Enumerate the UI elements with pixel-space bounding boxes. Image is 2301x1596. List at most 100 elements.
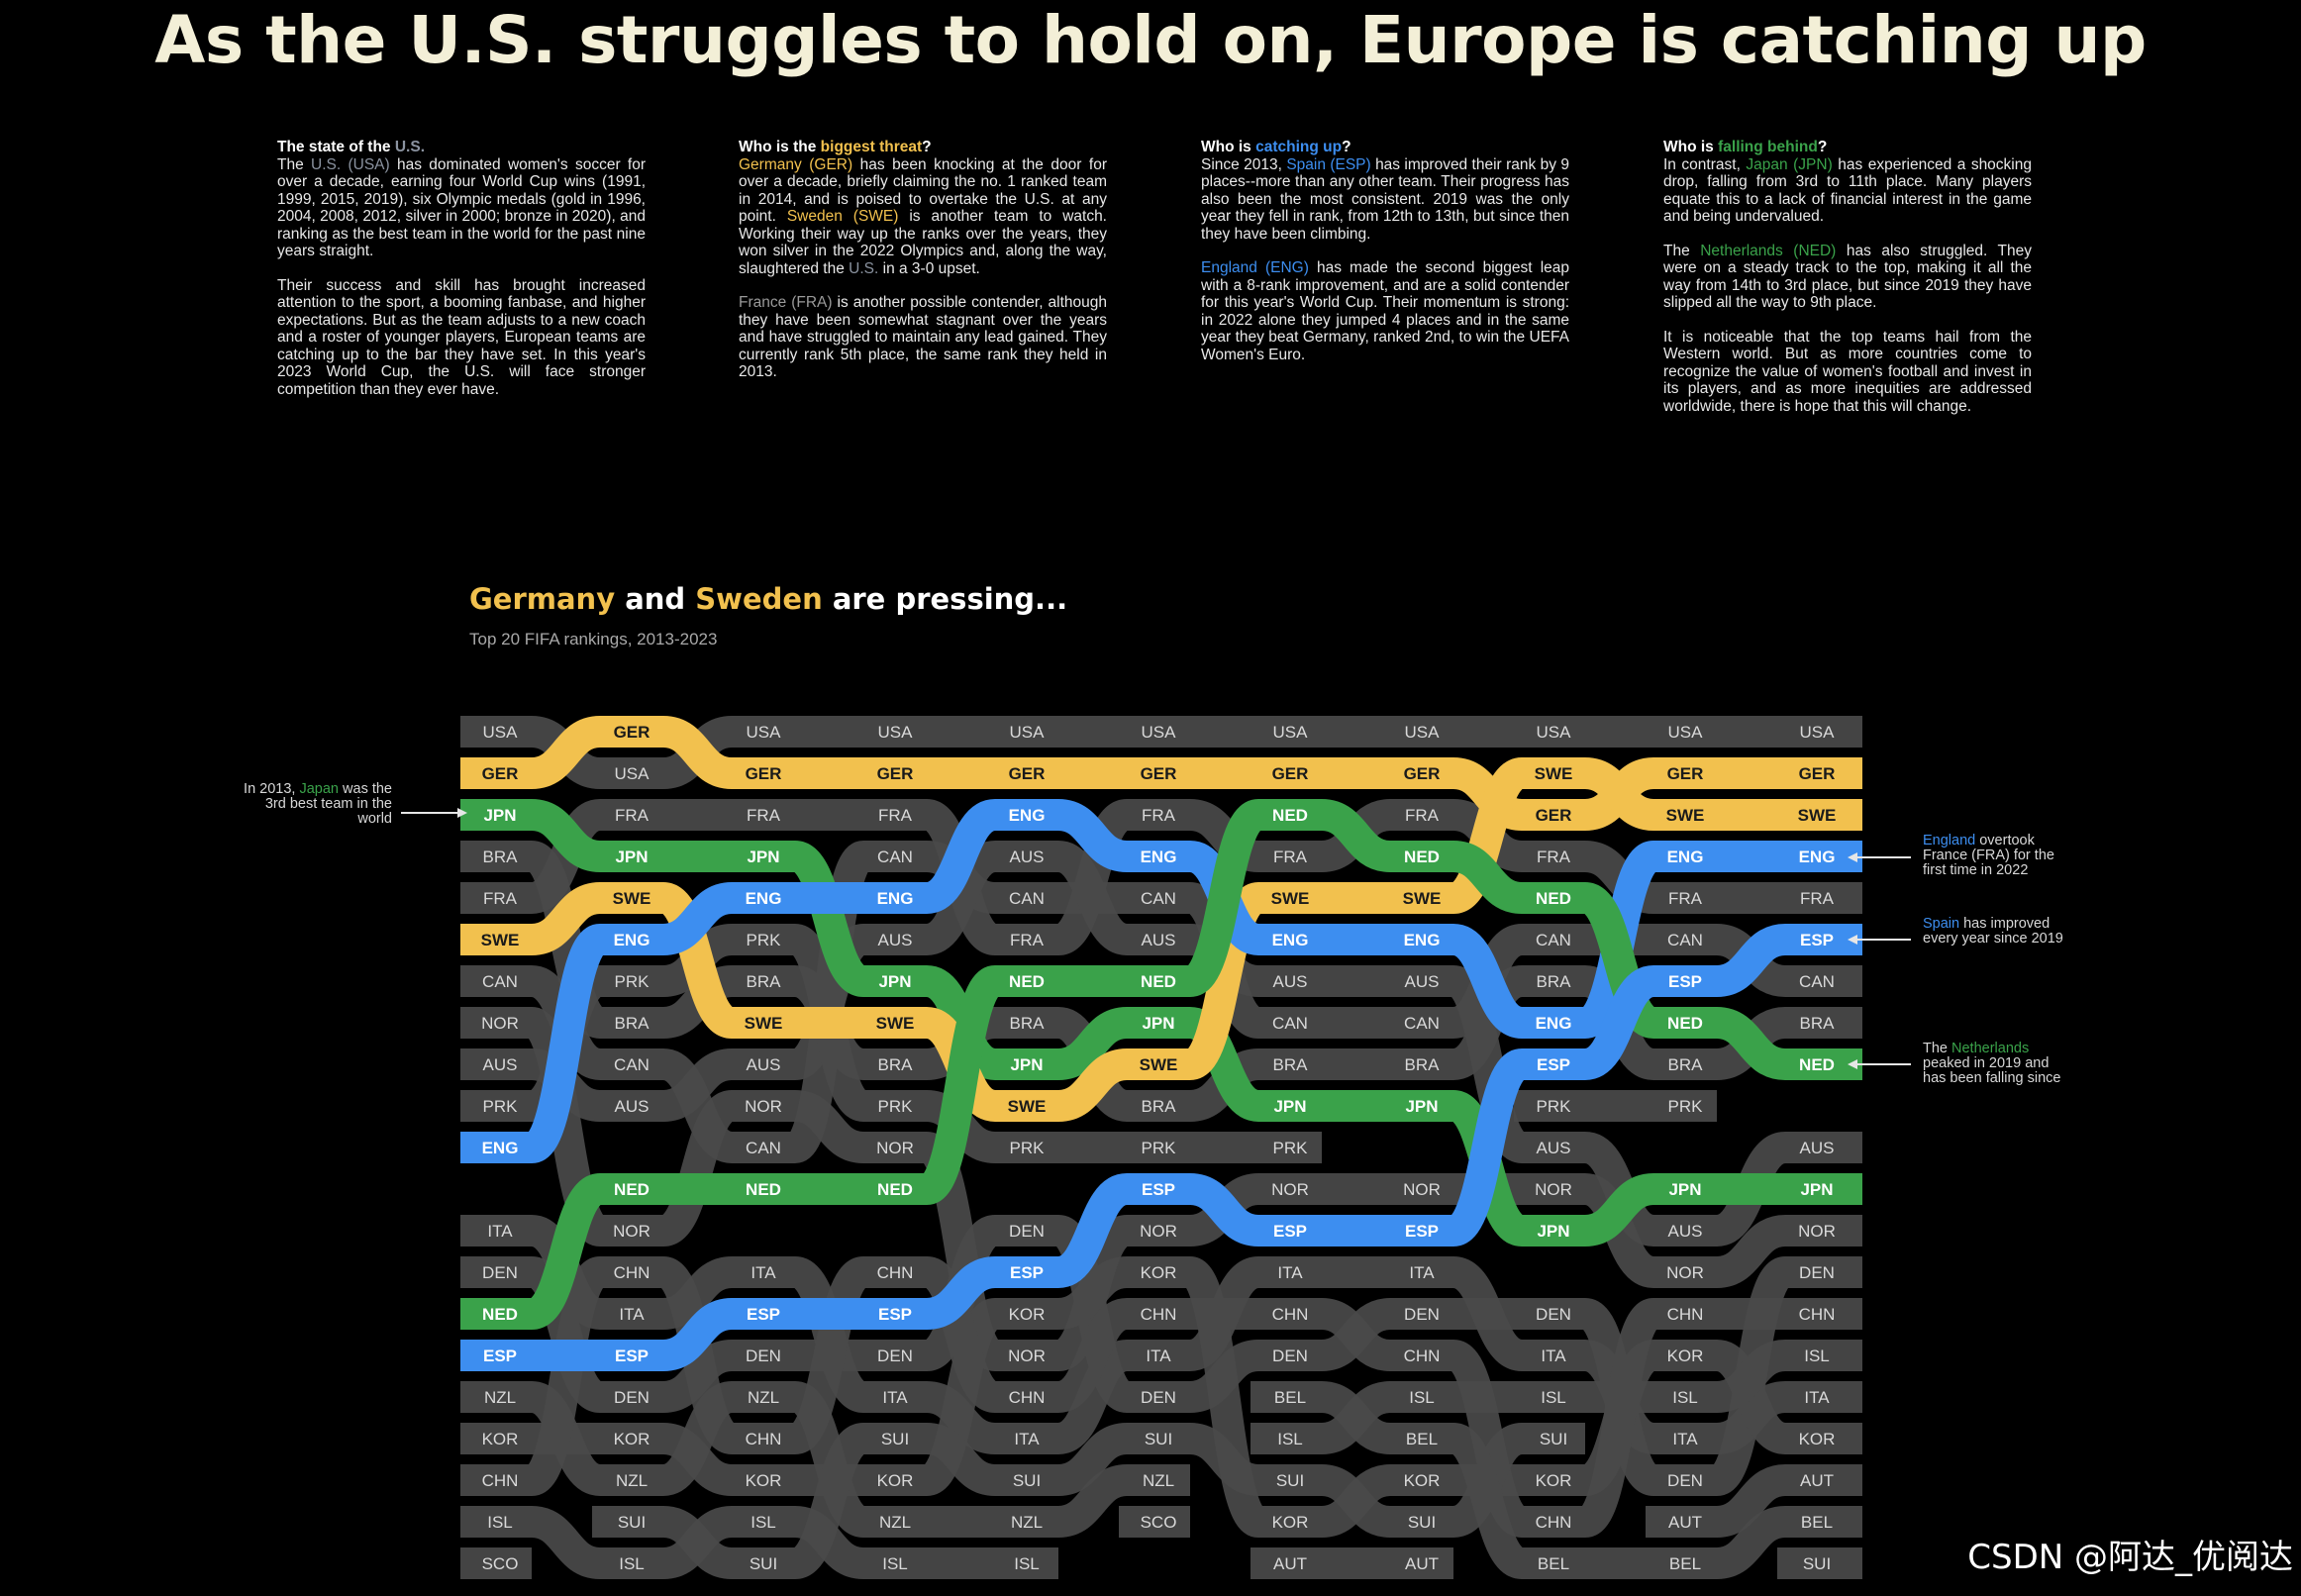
- rank-label-chn: CHN: [1667, 1305, 1704, 1324]
- rank-label-prk: PRK: [1537, 1097, 1572, 1116]
- rank-label-usa: USA: [1668, 723, 1704, 742]
- rank-label-ger: GER: [614, 723, 650, 742]
- rank-label-usa: USA: [1800, 723, 1836, 742]
- rank-label-can: CAN: [1272, 1014, 1308, 1033]
- rank-label-ger: GER: [1404, 764, 1441, 783]
- rank-label-den: DEN: [1272, 1347, 1308, 1365]
- column-us-state: The state of the U.S. The U.S. (USA) has…: [277, 139, 646, 415]
- rank-label-den: DEN: [1799, 1263, 1835, 1282]
- rank-label-ger: GER: [1009, 764, 1046, 783]
- rank-label-kor: KOR: [877, 1471, 914, 1490]
- rank-label-can: CAN: [1009, 889, 1045, 908]
- rank-label-den: DEN: [877, 1347, 913, 1365]
- rank-label-ned: NED: [482, 1305, 518, 1324]
- rank-label-nor: NOR: [1535, 1180, 1572, 1199]
- rank-label-nzl: NZL: [748, 1388, 779, 1407]
- rank-label-esp: ESP: [1800, 931, 1834, 949]
- rank-label-ita: ITA: [1541, 1347, 1566, 1365]
- rank-label-eng: ENG: [1799, 848, 1836, 866]
- rank-label-aus: AUS: [1142, 931, 1176, 949]
- series-line-jpn: [460, 799, 1862, 1247]
- rank-label-esp: ESP: [1142, 1180, 1175, 1199]
- rank-label-aus: AUS: [1537, 1139, 1571, 1157]
- column-heading: Who is catching up?: [1201, 139, 1351, 155]
- rank-label-nor: NOR: [613, 1222, 650, 1241]
- rank-label-sui: SUI: [1540, 1430, 1567, 1448]
- rank-label-swe: SWE: [1666, 806, 1705, 825]
- rank-label-prk: PRK: [1142, 1139, 1177, 1157]
- rank-label-usa: USA: [1405, 723, 1441, 742]
- rank-label-ned: NED: [877, 1180, 913, 1199]
- rank-label-usa: USA: [1537, 723, 1572, 742]
- chart-subtitle: Top 20 FIFA rankings, 2013-2023: [469, 630, 718, 648]
- rank-label-sui: SUI: [618, 1513, 646, 1532]
- rank-label-sui: SUI: [1408, 1513, 1436, 1532]
- rank-label-ger: GER: [1536, 806, 1572, 825]
- rank-label-ita: ITA: [882, 1388, 908, 1407]
- rank-label-fra: FRA: [1537, 848, 1571, 866]
- rank-label-ita: ITA: [1672, 1430, 1698, 1448]
- arrow-head: [457, 808, 467, 818]
- rank-label-swe: SWE: [1403, 889, 1442, 908]
- series-line-bel: [1251, 1381, 1862, 1580]
- rank-label-chn: CHN: [1536, 1513, 1572, 1532]
- series-line-fra: [460, 799, 1862, 955]
- rank-label-nzl: NZL: [879, 1513, 911, 1532]
- rank-label-esp: ESP: [747, 1305, 780, 1324]
- rank-label-usa: USA: [483, 723, 519, 742]
- rank-label-swe: SWE: [613, 889, 651, 908]
- annotation-netherlands: The Netherlands peaked in 2019 and has b…: [1923, 1041, 2061, 1086]
- series-line-sco: [460, 1506, 1190, 1579]
- rank-label-can: CAN: [1141, 889, 1176, 908]
- rank-label-isl: ISL: [1672, 1388, 1698, 1407]
- column-paragraph: France (FRA) is another possible contend…: [739, 294, 1108, 380]
- rank-label-esp: ESP: [1273, 1222, 1307, 1241]
- rank-label-usa: USA: [1273, 723, 1309, 742]
- rank-label-kor: KOR: [1404, 1471, 1441, 1490]
- rank-label-swe: SWE: [1140, 1055, 1178, 1074]
- series-line-aus: [460, 841, 1862, 1247]
- rank-label-nor: NOR: [745, 1097, 782, 1116]
- rank-label-chn: CHN: [1141, 1305, 1177, 1324]
- rank-label-nor: NOR: [876, 1139, 914, 1157]
- column-paragraph: The Netherlands (NED) has also struggled…: [1663, 242, 2033, 312]
- rank-label-jpn: JPN: [878, 972, 911, 991]
- annotation-england: England overtook France (FRA) for the fi…: [1923, 833, 2054, 878]
- rank-label-jpn: JPN: [747, 848, 779, 866]
- annotation-spain: Spain has improved every year since 2019: [1923, 916, 2063, 947]
- rank-label-usa: USA: [615, 764, 650, 783]
- rank-label-sui: SUI: [1013, 1471, 1041, 1490]
- rank-label-aut: AUT: [1800, 1471, 1834, 1490]
- rank-label-sui: SUI: [1803, 1554, 1831, 1573]
- rank-label-isl: ISL: [619, 1554, 645, 1573]
- column-paragraph: Their success and skill has brought incr…: [277, 276, 646, 398]
- rank-label-can: CAN: [746, 1139, 781, 1157]
- rank-label-ger: GER: [1272, 764, 1309, 783]
- chart-title: Germany and Sweden are pressing...: [469, 582, 1068, 616]
- rank-label-aus: AUS: [747, 1055, 781, 1074]
- rank-label-bra: BRA: [1273, 1055, 1309, 1074]
- rank-label-ita: ITA: [1014, 1430, 1040, 1448]
- rank-label-ned: NED: [1272, 806, 1308, 825]
- rank-label-kor: KOR: [482, 1430, 519, 1448]
- rank-label-kor: KOR: [1799, 1430, 1836, 1448]
- rank-label-nzl: NZL: [1011, 1513, 1043, 1532]
- rank-label-den: DEN: [746, 1347, 781, 1365]
- annotation-japan: In 2013, Japan was the 3rd best team in …: [244, 781, 392, 827]
- rank-label-eng: ENG: [746, 889, 782, 908]
- page-title: As the U.S. struggles to hold on, Europe…: [154, 2, 2147, 78]
- rank-label-aus: AUS: [1405, 972, 1440, 991]
- series-line-esp: [460, 924, 1862, 1371]
- rank-label-jpn: JPN: [615, 848, 648, 866]
- rank-label-den: DEN: [1536, 1305, 1571, 1324]
- rank-label-bra: BRA: [1142, 1097, 1177, 1116]
- rank-label-usa: USA: [878, 723, 914, 742]
- rank-label-swe: SWE: [1008, 1097, 1047, 1116]
- rank-label-ita: ITA: [1277, 1263, 1303, 1282]
- rank-label-kor: KOR: [1536, 1471, 1572, 1490]
- rank-label-isl: ISL: [1014, 1554, 1040, 1573]
- rank-label-prk: PRK: [1668, 1097, 1704, 1116]
- rank-label-kor: KOR: [1272, 1513, 1309, 1532]
- rank-label-den: DEN: [1141, 1388, 1176, 1407]
